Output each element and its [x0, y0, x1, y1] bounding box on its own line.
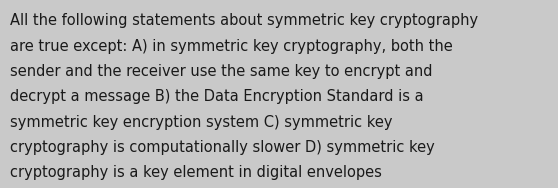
- Text: cryptography is computationally slower D) symmetric key: cryptography is computationally slower D…: [10, 140, 435, 155]
- Text: are true except: A) in symmetric key cryptography, both the: are true except: A) in symmetric key cry…: [10, 39, 453, 54]
- Text: sender and the receiver use the same key to encrypt and: sender and the receiver use the same key…: [10, 64, 432, 79]
- Text: All the following statements about symmetric key cryptography: All the following statements about symme…: [10, 13, 478, 28]
- Text: symmetric key encryption system C) symmetric key: symmetric key encryption system C) symme…: [10, 115, 392, 130]
- Text: cryptography is a key element in digital envelopes: cryptography is a key element in digital…: [10, 165, 382, 180]
- Text: decrypt a message B) the Data Encryption Standard is a: decrypt a message B) the Data Encryption…: [10, 89, 424, 104]
